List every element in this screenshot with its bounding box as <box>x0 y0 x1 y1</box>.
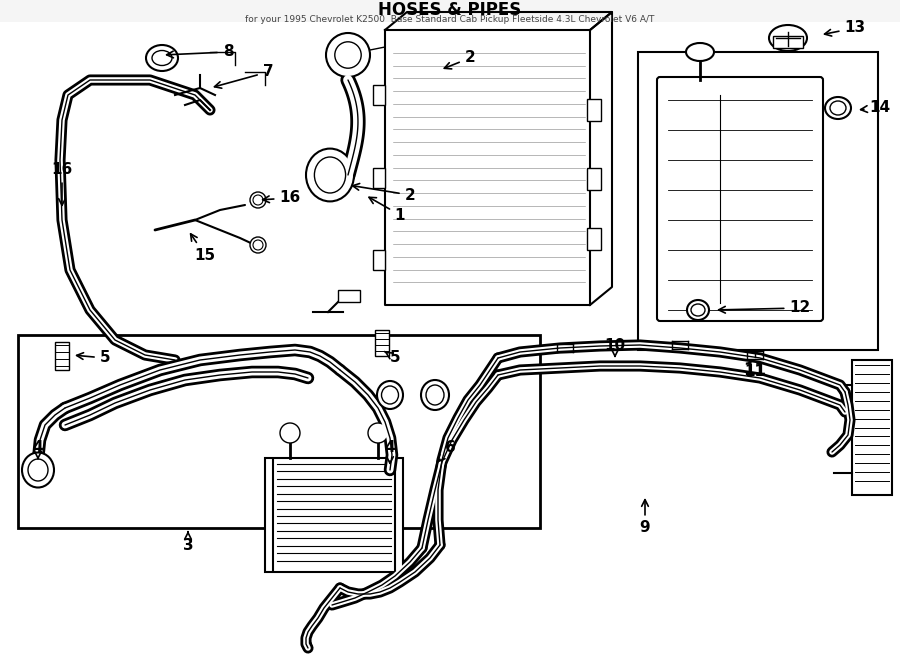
Circle shape <box>326 33 370 77</box>
Ellipse shape <box>691 304 705 316</box>
Text: 11: 11 <box>743 361 767 379</box>
Ellipse shape <box>146 45 178 71</box>
Bar <box>55 342 69 370</box>
Text: 2: 2 <box>353 184 416 202</box>
Circle shape <box>280 423 300 443</box>
Bar <box>375 330 389 356</box>
Text: 6: 6 <box>438 440 455 461</box>
Circle shape <box>250 192 266 208</box>
Text: 13: 13 <box>824 20 866 36</box>
Bar <box>18 335 540 528</box>
Text: 2: 2 <box>445 50 475 69</box>
Ellipse shape <box>152 50 172 65</box>
Text: 10: 10 <box>605 338 626 356</box>
Bar <box>373 167 385 188</box>
Bar <box>373 250 385 270</box>
Text: 11: 11 <box>744 364 766 379</box>
Text: 16: 16 <box>263 190 301 206</box>
Bar <box>773 36 803 48</box>
Ellipse shape <box>314 157 346 193</box>
Text: 5: 5 <box>384 350 400 366</box>
Circle shape <box>253 195 263 205</box>
Bar <box>338 290 360 302</box>
Bar <box>587 98 601 121</box>
Bar <box>587 167 601 190</box>
Ellipse shape <box>769 25 807 51</box>
Text: 4: 4 <box>32 440 43 459</box>
Ellipse shape <box>426 385 444 405</box>
Bar <box>852 360 892 495</box>
Text: 1: 1 <box>369 197 405 223</box>
Text: 4: 4 <box>384 440 395 463</box>
Ellipse shape <box>377 381 403 409</box>
Ellipse shape <box>825 97 851 119</box>
Circle shape <box>253 240 263 250</box>
Circle shape <box>250 237 266 253</box>
Ellipse shape <box>687 300 709 320</box>
Bar <box>0 0 900 22</box>
Bar <box>265 458 403 572</box>
Text: 5: 5 <box>76 350 111 366</box>
Ellipse shape <box>306 149 354 202</box>
Bar <box>638 52 878 350</box>
Circle shape <box>368 423 388 443</box>
Text: 12: 12 <box>718 301 811 315</box>
Bar <box>587 228 601 250</box>
Text: 7: 7 <box>214 65 274 88</box>
Text: 16: 16 <box>51 163 73 206</box>
Ellipse shape <box>421 380 449 410</box>
Ellipse shape <box>22 453 54 488</box>
FancyBboxPatch shape <box>657 77 823 321</box>
Ellipse shape <box>830 101 846 115</box>
Text: 9: 9 <box>640 500 651 535</box>
Text: 15: 15 <box>191 234 216 262</box>
Text: HOSES & PIPES: HOSES & PIPES <box>378 1 522 19</box>
Text: 14: 14 <box>860 100 891 116</box>
Text: 3: 3 <box>183 531 194 553</box>
Ellipse shape <box>28 459 48 481</box>
Bar <box>373 85 385 105</box>
Text: 8: 8 <box>166 44 233 59</box>
Ellipse shape <box>686 43 714 61</box>
Text: for your 1995 Chevrolet K2500  Base Standard Cab Pickup Fleetside 4.3L Chevrolet: for your 1995 Chevrolet K2500 Base Stand… <box>246 15 654 24</box>
Circle shape <box>335 42 361 68</box>
Ellipse shape <box>382 386 399 404</box>
